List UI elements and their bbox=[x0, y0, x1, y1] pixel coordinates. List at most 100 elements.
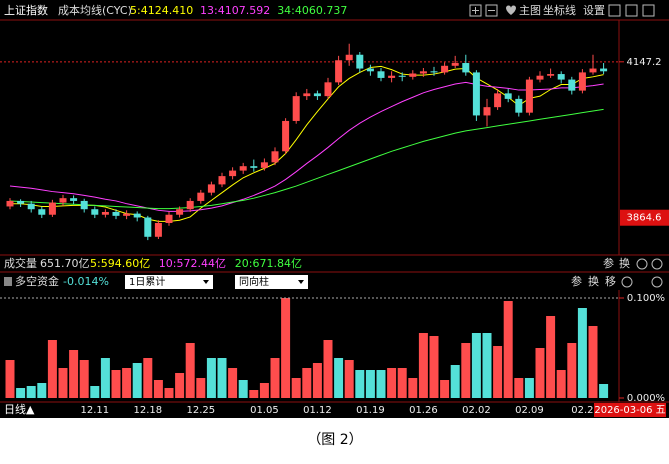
style-select-text[interactable]: 同向柱 bbox=[239, 275, 269, 288]
bar bbox=[238, 380, 248, 398]
symbol[interactable]: 上证指数 bbox=[4, 3, 48, 17]
bar bbox=[429, 336, 439, 398]
y-tick-label: 3864.6 bbox=[627, 213, 662, 224]
candle-body bbox=[17, 200, 25, 204]
bar bbox=[185, 343, 195, 398]
candle-body bbox=[578, 72, 586, 91]
candle-body bbox=[356, 54, 364, 69]
bar bbox=[47, 340, 57, 398]
bar bbox=[16, 388, 26, 398]
zoom-in[interactable] bbox=[469, 4, 482, 17]
bar bbox=[524, 378, 534, 398]
zoom-out[interactable] bbox=[485, 4, 498, 17]
candle-body bbox=[292, 96, 300, 121]
date-label: 2026-03-06 五 bbox=[594, 405, 665, 416]
bar bbox=[90, 386, 100, 398]
volume-legend: 5:594.60亿 10:572.44亿 20:671.84亿 bbox=[90, 257, 302, 270]
panel-icon[interactable] bbox=[636, 258, 648, 270]
x-tick-label: 02.02 bbox=[462, 405, 491, 416]
panel-button[interactable]: 参 bbox=[571, 274, 582, 288]
bar bbox=[270, 358, 280, 398]
volume-legend-item: 20:671.84亿 bbox=[235, 257, 302, 270]
candle-body bbox=[260, 162, 268, 168]
candle-body bbox=[229, 170, 237, 177]
bar bbox=[408, 378, 418, 398]
candle-body bbox=[282, 120, 290, 152]
panel-icon[interactable] bbox=[621, 276, 633, 288]
panel-button[interactable]: 换 bbox=[619, 256, 630, 270]
candle-body bbox=[504, 93, 512, 99]
candle-body bbox=[419, 71, 427, 74]
candle-body bbox=[335, 60, 343, 83]
candle-body bbox=[176, 209, 184, 215]
ma-line bbox=[10, 65, 604, 222]
bar bbox=[482, 333, 492, 398]
style-select[interactable] bbox=[235, 275, 308, 289]
toolbar-button[interactable]: 坐标线 bbox=[543, 3, 576, 17]
bar bbox=[471, 333, 481, 398]
candle-body bbox=[462, 63, 470, 73]
legend-item: 13:4107.592 bbox=[200, 4, 270, 17]
indicator[interactable]: 成本均线(CYC) bbox=[58, 3, 132, 17]
toolbar-button[interactable]: 设置 bbox=[583, 4, 605, 17]
bar bbox=[175, 373, 185, 398]
candle-body bbox=[271, 151, 279, 163]
candle-body bbox=[366, 68, 374, 72]
window-button[interactable] bbox=[625, 4, 638, 17]
legend-item: 5:4124.410 bbox=[130, 4, 193, 17]
help-icon[interactable] bbox=[4, 277, 12, 286]
bar bbox=[164, 388, 174, 398]
candle-body bbox=[80, 200, 88, 210]
period-select-text[interactable]: 1日累计 bbox=[129, 275, 165, 288]
x-tick-label: 01.26 bbox=[409, 405, 438, 416]
bar bbox=[143, 358, 153, 398]
panel-button[interactable]: 参 bbox=[603, 256, 614, 270]
window-button[interactable] bbox=[608, 4, 621, 17]
dropdown-arrow bbox=[203, 280, 209, 284]
bar bbox=[588, 326, 598, 398]
bar bbox=[535, 348, 545, 398]
bar bbox=[26, 386, 36, 398]
period-select[interactable] bbox=[125, 275, 213, 289]
bar bbox=[69, 350, 79, 398]
volume-legend-item: 5:594.60亿 bbox=[90, 257, 150, 270]
indicator-value: -0.014% bbox=[63, 275, 109, 288]
favorite[interactable] bbox=[506, 5, 516, 16]
toolbar-button[interactable]: 主图 bbox=[519, 4, 541, 17]
zoom-buttons[interactable] bbox=[469, 4, 516, 17]
y-tick-label: 4147.2 bbox=[627, 57, 662, 68]
candle-body bbox=[430, 71, 438, 73]
volume-value: 651.70亿 bbox=[40, 257, 90, 270]
bar bbox=[111, 370, 121, 398]
bar bbox=[37, 383, 47, 398]
candle-body bbox=[483, 107, 491, 116]
x-tick-label: 02.2 bbox=[571, 405, 593, 416]
candle-body bbox=[27, 203, 35, 210]
candle-body bbox=[557, 74, 565, 80]
bar bbox=[599, 384, 609, 398]
candle-body bbox=[324, 82, 332, 97]
bar bbox=[344, 360, 354, 398]
bar bbox=[58, 368, 68, 398]
dropdown-arrow bbox=[298, 280, 304, 284]
candle-body bbox=[589, 68, 597, 73]
panel-button[interactable]: 换 bbox=[588, 274, 599, 288]
x-tick-label: 12.18 bbox=[133, 405, 162, 416]
panel-button[interactable]: 移 bbox=[605, 275, 616, 288]
candle-body bbox=[6, 200, 14, 207]
volume-legend-item: 10:572.44亿 bbox=[159, 257, 226, 270]
candle-body bbox=[409, 73, 417, 77]
candle-body bbox=[154, 223, 162, 237]
bar bbox=[217, 358, 227, 398]
candle-body bbox=[101, 211, 109, 215]
period-label[interactable]: 日线▲ bbox=[4, 402, 35, 416]
window-button[interactable] bbox=[642, 4, 655, 17]
tick-box bbox=[620, 209, 669, 226]
close-button[interactable] bbox=[651, 276, 663, 288]
bar bbox=[503, 301, 513, 398]
candle-body bbox=[207, 184, 215, 193]
bar bbox=[493, 346, 503, 398]
close-button[interactable] bbox=[651, 258, 663, 270]
bar bbox=[302, 368, 312, 398]
